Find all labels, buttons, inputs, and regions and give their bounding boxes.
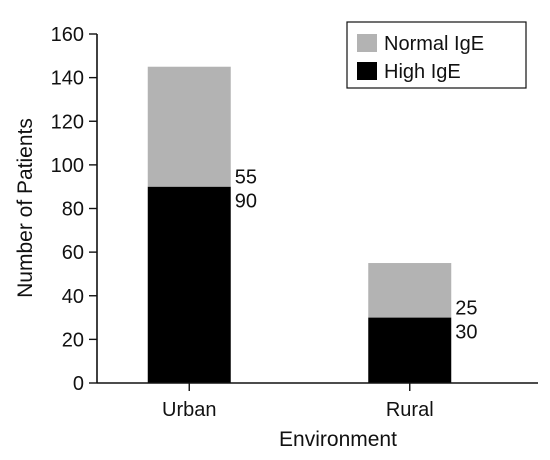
y-axis-title: Number of Patients xyxy=(14,118,37,298)
legend-swatch-normal-ige xyxy=(357,34,377,52)
x-tick-label-rural: Rural xyxy=(386,399,434,421)
legend-label-high-ige: High IgE xyxy=(384,61,461,83)
y-tick-label: 140 xyxy=(51,68,84,90)
x-axis-ticks: Urban Rural xyxy=(162,383,434,421)
data-label-rural-high-ige: 30 xyxy=(455,322,477,344)
legend-swatch-high-ige xyxy=(357,62,377,80)
y-tick-label: 40 xyxy=(62,286,84,308)
y-axis-ticks: 0 20 40 60 80 100 120 140 160 xyxy=(51,24,97,395)
y-tick-label: 160 xyxy=(51,24,84,46)
x-axis-title: Environment xyxy=(279,428,397,451)
y-tick-label: 0 xyxy=(73,373,84,395)
y-tick-label: 100 xyxy=(51,155,84,177)
y-tick-label: 80 xyxy=(62,199,84,221)
bar-segment-urban-high-ige xyxy=(147,186,231,383)
y-tick-label: 120 xyxy=(51,111,84,133)
data-label-urban-high-ige: 90 xyxy=(235,191,257,213)
data-label-urban-normal-ige: 55 xyxy=(235,167,257,189)
bar-segment-rural-normal-ige xyxy=(368,263,452,318)
y-tick-label: 20 xyxy=(62,329,84,351)
legend: Normal IgE High IgE xyxy=(346,21,527,89)
data-label-rural-normal-ige: 25 xyxy=(455,298,477,320)
bar-segment-urban-normal-ige xyxy=(147,66,231,187)
bar-segment-rural-high-ige xyxy=(368,317,452,383)
y-tick-label: 60 xyxy=(62,242,84,264)
x-tick-label-urban: Urban xyxy=(162,399,216,421)
legend-label-normal-ige: Normal IgE xyxy=(384,33,484,55)
